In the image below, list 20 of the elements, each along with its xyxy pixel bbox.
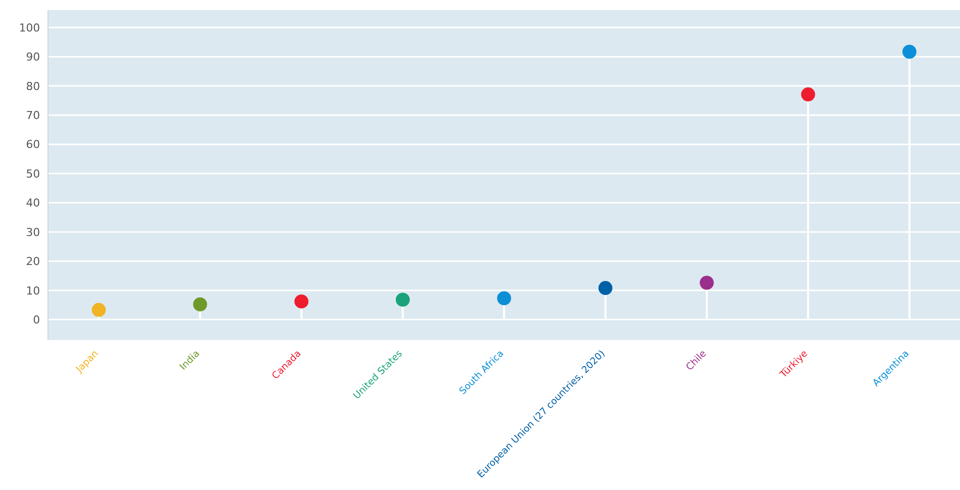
point — [193, 297, 208, 312]
point — [902, 44, 916, 59]
y-tick-label: 90 — [26, 50, 40, 64]
point — [598, 281, 612, 296]
y-tick-label: 70 — [26, 109, 40, 122]
y-tick-label: 10 — [26, 284, 40, 298]
y-tick-label: 80 — [26, 80, 40, 93]
point — [294, 294, 308, 308]
y-tick-label: 60 — [26, 138, 40, 152]
y-tick-label: 30 — [26, 226, 40, 239]
y-tick-label: 40 — [26, 196, 40, 210]
point — [700, 276, 714, 290]
y-tick-label: 100 — [19, 21, 40, 34]
y-tick-label: 50 — [26, 167, 40, 180]
point — [92, 302, 106, 317]
y-tick-label: 20 — [26, 255, 40, 268]
y-tick-label: 0 — [33, 313, 40, 326]
point — [396, 292, 410, 307]
point — [497, 291, 512, 306]
point — [801, 87, 816, 102]
